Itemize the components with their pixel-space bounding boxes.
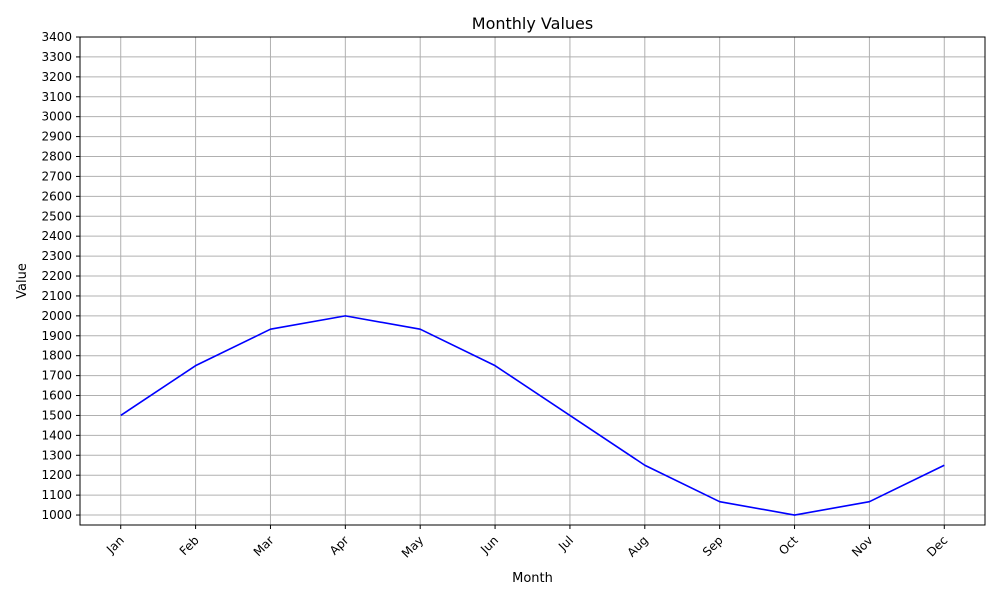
y-tick-label: 1200	[41, 468, 72, 482]
chart-title: Monthly Values	[472, 14, 593, 33]
y-tick-label: 3400	[41, 30, 72, 44]
y-tick-label: 2400	[41, 229, 72, 243]
y-tick-label: 1800	[41, 349, 72, 363]
x-axis-label: Month	[512, 571, 553, 586]
y-tick-label: 1500	[41, 408, 72, 422]
y-tick-label: 1000	[41, 508, 72, 522]
y-axis-label: Value	[15, 263, 30, 299]
plot-area-frame	[79, 36, 986, 526]
y-axis-ticks: 1000 1100 1200 1300 1400 1500 1600 1700 1800 1900…	[41, 30, 80, 522]
y-tick-label: 2800	[41, 150, 72, 164]
y-tick-label: 3300	[41, 50, 72, 64]
y-tick-label: 3200	[41, 70, 72, 84]
y-tick-label: 2000	[41, 309, 72, 323]
y-tick-label: 3100	[41, 90, 72, 104]
y-tick-label: 2300	[41, 249, 72, 263]
y-tick-label: 1100	[41, 488, 72, 502]
y-tick-label: 2200	[41, 269, 72, 283]
y-tick-label: 2900	[41, 130, 72, 144]
y-tick-label: 2100	[41, 289, 72, 303]
y-tick-label: 3000	[41, 110, 72, 124]
y-tick-label: 1900	[41, 329, 72, 343]
series-line	[120, 315, 945, 516]
y-tick-label: 1400	[41, 428, 72, 442]
y-tick-label: 1700	[41, 369, 72, 383]
y-tick-label: 1300	[41, 448, 72, 462]
y-tick-label: 2700	[41, 169, 72, 183]
y-tick-label: 1600	[41, 389, 72, 403]
y-tick-label: 2600	[41, 189, 72, 203]
series-lines	[120, 315, 945, 516]
y-tick-label: 2500	[41, 209, 72, 223]
